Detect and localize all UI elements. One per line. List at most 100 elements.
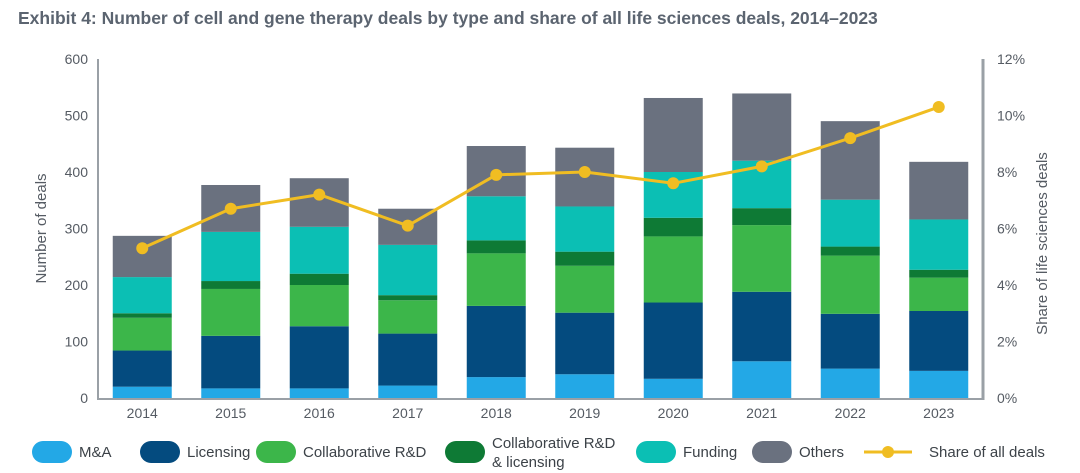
y-left-tick-label: 500 bbox=[65, 108, 89, 124]
x-tick-label: 2020 bbox=[658, 405, 689, 421]
bar-licensing bbox=[555, 312, 615, 375]
y-right-tick-label: 0% bbox=[997, 390, 1017, 406]
legend-swatch bbox=[32, 441, 72, 463]
y-right-tick-label: 2% bbox=[997, 334, 1017, 350]
bar-collaborative-r-d-licensing bbox=[289, 273, 349, 285]
bar-others bbox=[643, 97, 703, 172]
bar-collaborative-r-d-licensing bbox=[466, 240, 526, 254]
x-tick-label: 2023 bbox=[923, 405, 954, 421]
bar-funding bbox=[466, 196, 526, 241]
y-left-tick-label: 0 bbox=[80, 390, 88, 406]
bar-collaborative-r-d bbox=[201, 288, 261, 336]
legend-label: & licensing bbox=[492, 454, 565, 471]
bar-collaborative-r-d-licensing bbox=[201, 281, 261, 289]
legend-label: Collaborative R&D bbox=[492, 435, 616, 452]
x-tick-label: 2017 bbox=[392, 405, 423, 421]
share-point bbox=[932, 101, 945, 114]
y-right-tick-label: 12% bbox=[997, 51, 1025, 67]
x-tick-label: 2015 bbox=[215, 405, 246, 421]
y-left-tick-label: 600 bbox=[65, 51, 89, 67]
bar-m-a bbox=[466, 377, 526, 398]
legend-swatch bbox=[445, 441, 485, 463]
bar-collaborative-r-d bbox=[820, 255, 880, 314]
bar-licensing bbox=[909, 310, 969, 371]
chart-title: Exhibit 4: Number of cell and gene thera… bbox=[18, 8, 878, 28]
bar-funding bbox=[820, 199, 880, 247]
legend-label: Others bbox=[799, 444, 844, 461]
y-right-tick-label: 6% bbox=[997, 221, 1017, 237]
bar-collaborative-r-d-licensing bbox=[820, 246, 880, 256]
bar-collaborative-r-d bbox=[378, 300, 438, 334]
bar-collaborative-r-d-licensing bbox=[909, 269, 969, 278]
bar-m-a bbox=[820, 368, 880, 398]
bar-collaborative-r-d-licensing bbox=[643, 217, 703, 237]
share-point bbox=[401, 219, 414, 232]
bar-others bbox=[732, 93, 792, 161]
share-point bbox=[224, 202, 237, 215]
bar-funding bbox=[909, 219, 969, 270]
bar-collaborative-r-d-licensing bbox=[378, 295, 438, 301]
x-tick-label: 2014 bbox=[127, 405, 158, 421]
y-axis-left-title: Number of deals bbox=[33, 173, 50, 283]
legend-line-marker bbox=[882, 446, 894, 458]
bar-funding bbox=[555, 206, 615, 252]
bar-m-a bbox=[201, 388, 261, 398]
y-axis-right-title: Share of life sciences deals bbox=[1034, 152, 1051, 335]
bar-m-a bbox=[555, 374, 615, 398]
share-point bbox=[578, 166, 591, 178]
bar-funding bbox=[289, 226, 349, 274]
bar-funding bbox=[112, 277, 172, 314]
bar-licensing bbox=[732, 291, 792, 362]
y-right-tick-label: 4% bbox=[997, 277, 1017, 293]
legend-swatch bbox=[752, 441, 792, 463]
share-point bbox=[844, 132, 857, 145]
legend-label: Funding bbox=[683, 444, 737, 461]
legend-label: Share of all deals bbox=[929, 444, 1045, 461]
share-point bbox=[755, 160, 768, 173]
bar-collaborative-r-d bbox=[289, 285, 349, 327]
x-tick-label: 2022 bbox=[835, 405, 866, 421]
x-tick-label: 2016 bbox=[304, 405, 335, 421]
share-point bbox=[313, 188, 326, 201]
x-tick-label: 2021 bbox=[746, 405, 777, 421]
y-left-tick-label: 100 bbox=[65, 334, 89, 350]
y-left-tick-label: 300 bbox=[65, 221, 89, 237]
y-right-tick-label: 10% bbox=[997, 108, 1025, 124]
share-point bbox=[490, 168, 503, 181]
legend-label: M&A bbox=[79, 444, 112, 461]
bar-collaborative-r-d-licensing bbox=[732, 208, 792, 226]
bar-m-a bbox=[112, 386, 172, 398]
bar-others bbox=[112, 235, 172, 278]
bar-licensing bbox=[643, 302, 703, 379]
bar-licensing bbox=[820, 313, 880, 369]
bar-licensing bbox=[201, 335, 261, 389]
bar-collaborative-r-d bbox=[643, 236, 703, 303]
bar-m-a bbox=[289, 388, 349, 398]
bar-m-a bbox=[378, 385, 438, 398]
legend-label: Licensing bbox=[187, 444, 250, 461]
bar-m-a bbox=[732, 361, 792, 398]
bar-collaborative-r-d bbox=[555, 265, 615, 313]
legend-swatch bbox=[256, 441, 296, 463]
y-left-tick-label: 200 bbox=[65, 277, 89, 293]
x-tick-label: 2018 bbox=[481, 405, 512, 421]
bar-collaborative-r-d bbox=[732, 225, 792, 292]
x-tick-label: 2019 bbox=[569, 405, 600, 421]
bar-collaborative-r-d-licensing bbox=[112, 313, 172, 318]
legend-label: Collaborative R&D bbox=[303, 444, 427, 461]
bar-collaborative-r-d bbox=[112, 317, 172, 351]
y-left-tick-label: 400 bbox=[65, 164, 89, 180]
y-right-tick-label: 8% bbox=[997, 164, 1017, 180]
bar-licensing bbox=[466, 305, 526, 378]
share-point bbox=[136, 242, 149, 255]
bar-licensing bbox=[112, 350, 172, 387]
legend-swatch bbox=[140, 441, 180, 463]
legend-swatch bbox=[636, 441, 676, 463]
bar-others bbox=[909, 161, 969, 220]
bar-licensing bbox=[289, 326, 349, 389]
share-point bbox=[667, 177, 680, 190]
share-line bbox=[141, 105, 940, 250]
bar-funding bbox=[378, 244, 438, 296]
bar-m-a bbox=[643, 378, 703, 398]
